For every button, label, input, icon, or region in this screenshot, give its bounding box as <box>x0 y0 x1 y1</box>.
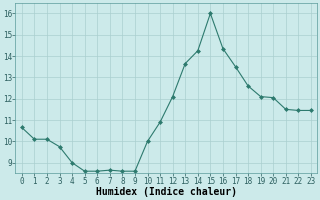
X-axis label: Humidex (Indice chaleur): Humidex (Indice chaleur) <box>96 187 237 197</box>
